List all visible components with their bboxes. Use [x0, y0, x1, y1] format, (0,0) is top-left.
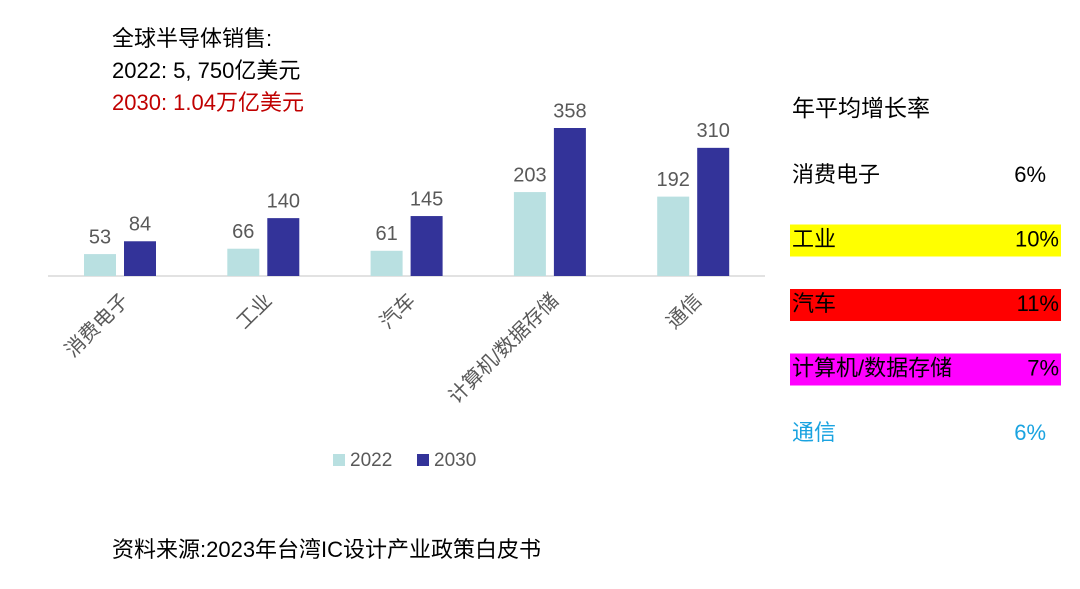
row-rate: 6%: [1014, 162, 1046, 187]
value-label: 61: [375, 223, 397, 245]
row-rate: 10%: [1015, 226, 1059, 251]
row-label: 计算机/数据存储: [792, 355, 952, 380]
row-rate: 11%: [1017, 291, 1059, 316]
annotation: 2030: 1.04万亿美元: [112, 90, 304, 115]
value-label: 140: [267, 190, 300, 212]
legend-swatch: [333, 454, 345, 466]
annotation: 2022: 5, 750亿美元: [112, 58, 300, 83]
bar: [227, 248, 260, 276]
row-label: 工业: [792, 226, 836, 251]
table-title: 年平均增长率: [792, 95, 930, 121]
x-tick-label: 计算机/数据存储: [444, 289, 563, 408]
row-highlight: [790, 224, 1061, 257]
value-label: 203: [513, 164, 546, 186]
row-highlight: [790, 289, 1061, 321]
row-rate: 6%: [1014, 420, 1046, 445]
x-tick-label: 工业: [232, 289, 277, 334]
value-label: 53: [89, 226, 111, 248]
value-label: 66: [232, 221, 254, 243]
value-label: 145: [410, 188, 443, 210]
row-label: 汽车: [792, 291, 836, 316]
value-label: 358: [553, 100, 586, 122]
annotation: 全球半导体销售:: [112, 26, 272, 51]
legend-label: 2022: [350, 450, 392, 471]
x-tick-label: 通信: [662, 289, 707, 334]
row-label: 消费电子: [792, 162, 880, 187]
value-label: 192: [657, 169, 690, 191]
bar: [124, 241, 156, 276]
bar: [513, 192, 546, 276]
bar: [370, 250, 403, 276]
bar: [410, 216, 443, 276]
bar: [697, 147, 730, 276]
row-rate: 7%: [1027, 355, 1059, 380]
legend-label: 2030: [434, 450, 476, 471]
bar: [84, 254, 116, 276]
source: 资料来源:2023年台湾IC设计产业政策白皮书: [112, 537, 541, 562]
row-label: 通信: [792, 420, 836, 445]
bar: [267, 218, 300, 276]
x-tick-label: 汽车: [375, 289, 420, 334]
value-label: 310: [697, 120, 730, 142]
bar: [657, 196, 690, 276]
row-highlight: [790, 353, 1061, 386]
bar: [553, 128, 586, 276]
value-label: 84: [129, 214, 151, 236]
legend-swatch: [417, 454, 429, 466]
x-tick-label: 消费电子: [60, 289, 133, 362]
